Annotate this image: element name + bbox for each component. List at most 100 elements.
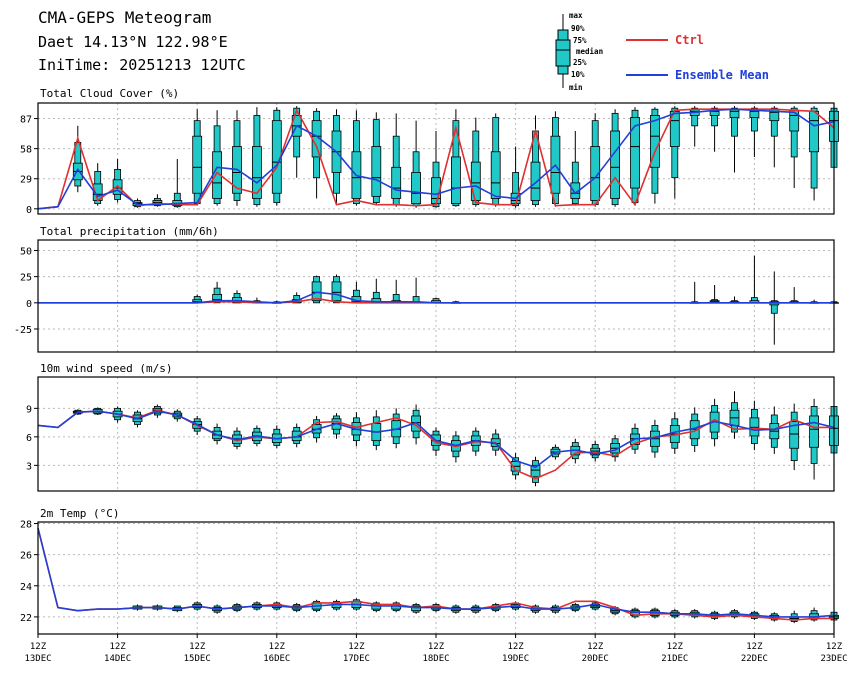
box-whisker: [371, 112, 382, 205]
box-25-75: [530, 464, 541, 478]
box-whisker: [411, 120, 422, 208]
box-25-75: [789, 109, 800, 132]
x-tick-date: 23DEC: [820, 654, 847, 664]
box-whisker: [232, 110, 242, 206]
panel-title: 2m Temp (°C): [40, 507, 119, 520]
box-whisker: [371, 410, 382, 451]
box-whisker: [172, 159, 183, 208]
x-tick-hour: 12Z: [269, 642, 286, 652]
x-tick-hour: 12Z: [667, 642, 684, 652]
box-10-90: [512, 172, 519, 207]
panels: Total Cloud Cover (%) 0 29 58 87 Total precip…: [14, 87, 839, 635]
panel-title: Total precipitation (mm/6h): [40, 225, 219, 238]
box-whisker: [470, 117, 481, 207]
box-whisker: [271, 425, 282, 449]
x-tick-hour: 12Z: [189, 642, 206, 652]
location-text: Daet 14.13°N 122.98°E: [38, 33, 228, 51]
x-tick-date: 19DEC: [502, 654, 529, 664]
box-10-90: [711, 107, 718, 127]
box-whisker: [570, 131, 581, 206]
y-tick-label: 22: [20, 613, 32, 624]
box-whisker: [769, 271, 780, 345]
box-25-75: [490, 151, 501, 199]
box-whisker: [749, 106, 760, 157]
box-whisker: [709, 106, 720, 152]
legend-median: median: [576, 47, 603, 56]
box-25-75: [450, 156, 461, 205]
box-10-90: [770, 107, 778, 137]
box-25-75: [311, 281, 322, 302]
y-tick-label: 50: [20, 246, 32, 257]
box-whisker: [530, 456, 541, 487]
box-whisker: [729, 391, 740, 439]
box-25-75: [331, 281, 342, 302]
ensemble-mean-line: [37, 528, 835, 618]
box-whisker: [789, 106, 800, 189]
y-tick-label: 25: [20, 273, 32, 284]
x-tick-date: 15DEC: [184, 654, 211, 664]
box-whisker: [391, 279, 402, 304]
x-tick-hour: 12Z: [348, 642, 365, 652]
box-whisker: [431, 131, 441, 208]
box-whisker: [331, 274, 342, 304]
box-whisker: [371, 278, 382, 304]
legend-p10: 10%: [571, 70, 585, 79]
panel-1: Total precipitation (mm/6h) -25 0 25 50: [14, 225, 839, 353]
box-10-90: [731, 107, 738, 137]
box-whisker: [689, 281, 700, 304]
box-whisker: [450, 109, 461, 207]
box-10-90: [770, 300, 778, 314]
box-whisker: [749, 255, 760, 304]
panel-frame: [37, 102, 835, 215]
legend-mean-label: Ensemble Mean: [675, 68, 769, 82]
x-tick-date: 17DEC: [343, 654, 370, 664]
box-whisker: [610, 109, 620, 207]
box-whisker: [251, 107, 262, 207]
y-tick-label: 9: [26, 404, 32, 415]
y-tick-label: 29: [20, 175, 32, 186]
legend-p90: 90%: [571, 24, 585, 33]
box-whisker: [311, 108, 322, 199]
box-whisker: [212, 110, 223, 206]
box-25-75: [809, 415, 819, 448]
y-tick-label: 6: [26, 433, 32, 444]
x-tick-hour: 12Z: [30, 642, 47, 652]
box-25-75: [470, 161, 481, 201]
box-whisker: [729, 296, 740, 304]
y-tick-label: 87: [20, 115, 32, 126]
box-whisker: [729, 106, 740, 173]
box-whisker: [590, 113, 601, 207]
y-tick-label: -25: [14, 325, 32, 336]
box-25-75: [789, 421, 800, 449]
box-whisker: [391, 113, 402, 207]
x-tick-date: 13DEC: [24, 654, 51, 664]
legend-ctrl-label: Ctrl: [675, 33, 704, 47]
box-25-75: [610, 130, 620, 199]
y-tick-label: 58: [20, 145, 32, 156]
box-whisker: [809, 398, 819, 480]
box-25-75: [391, 166, 402, 199]
box-whisker: [630, 107, 640, 206]
box-whisker: [709, 285, 720, 304]
legend-p25: 25%: [573, 58, 587, 67]
x-tick-date: 20DEC: [582, 654, 609, 664]
ensemble-mean-line: [37, 410, 835, 469]
box-10-90: [751, 107, 758, 132]
x-tick-date: 21DEC: [661, 654, 688, 664]
x-tick-hour: 12Z: [428, 642, 445, 652]
panel-title: Total Cloud Cover (%): [40, 87, 179, 100]
x-tick-hour: 12Z: [826, 642, 843, 652]
box-whisker: [112, 159, 123, 203]
box-25-75: [192, 135, 203, 194]
box-whisker: [351, 110, 362, 206]
box-whisker: [411, 277, 422, 304]
y-tick-label: 28: [20, 520, 32, 531]
box-whisker: [212, 281, 223, 304]
y-tick-label: 0: [26, 205, 32, 216]
y-tick-label: 3: [26, 461, 32, 472]
box-whisker: [769, 406, 780, 454]
box-whisker: [192, 109, 203, 206]
ensemble-mean-line: [38, 291, 834, 304]
